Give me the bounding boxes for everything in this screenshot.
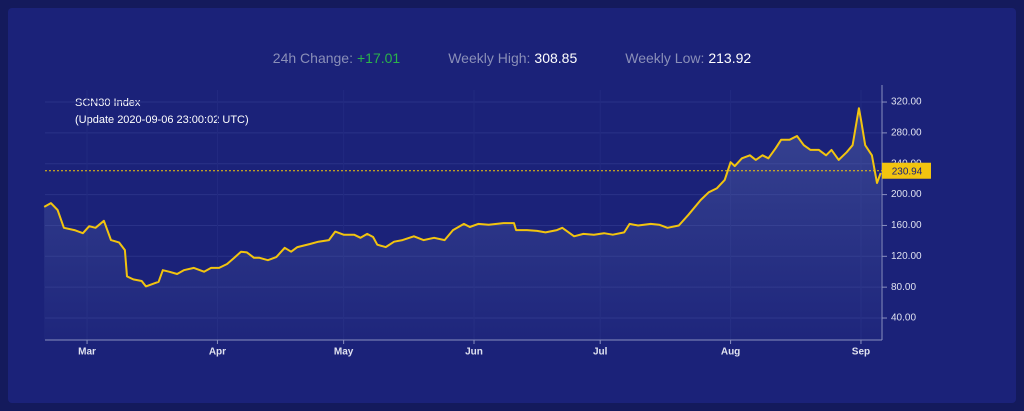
- price-badge: [882, 162, 931, 179]
- y-tick-label: 160.00: [891, 220, 922, 231]
- x-tick-label: Aug: [721, 347, 740, 358]
- y-tick-label: 80.00: [891, 282, 916, 293]
- stats-bar: 24h Change: +17.01 Weekly High: 308.85 Weekl…: [0, 50, 1024, 66]
- stat-value: +17.01: [356, 50, 401, 66]
- stat-label: Weekly High:: [448, 50, 531, 66]
- y-tick-label: 40.00: [891, 313, 916, 324]
- stat-value: 213.92: [708, 50, 752, 66]
- stat: 24h Change: +17.01: [273, 50, 400, 66]
- stat: Weekly Low: 213.92: [625, 50, 751, 66]
- stat-label: 24h Change:: [272, 50, 353, 66]
- stat-value: 308.85: [534, 50, 578, 66]
- chart-title: SCN30 Index: [75, 97, 141, 109]
- x-tick-label: Jun: [465, 347, 483, 358]
- y-tick-label: 280.00: [891, 128, 922, 139]
- y-tick-label: 120.00: [891, 251, 922, 262]
- x-tick-label: May: [334, 347, 354, 358]
- chart-subtitle: (Update 2020-09-06 23:00:02 UTC): [75, 114, 249, 126]
- y-tick-label: 320.00: [891, 97, 922, 108]
- stat-label: Weekly Low:: [625, 50, 705, 66]
- x-tick-label: Sep: [852, 347, 870, 358]
- area: [44, 108, 881, 340]
- x-tick-label: Jul: [593, 347, 608, 358]
- y-tick-label: 200.00: [891, 189, 922, 200]
- stat: Weekly High: 308.85: [448, 50, 577, 66]
- x-tick-label: Apr: [209, 347, 226, 358]
- line: [43, 107, 882, 288]
- x-tick-label: Mar: [78, 347, 96, 358]
- price-label: 230.94: [892, 166, 923, 177]
